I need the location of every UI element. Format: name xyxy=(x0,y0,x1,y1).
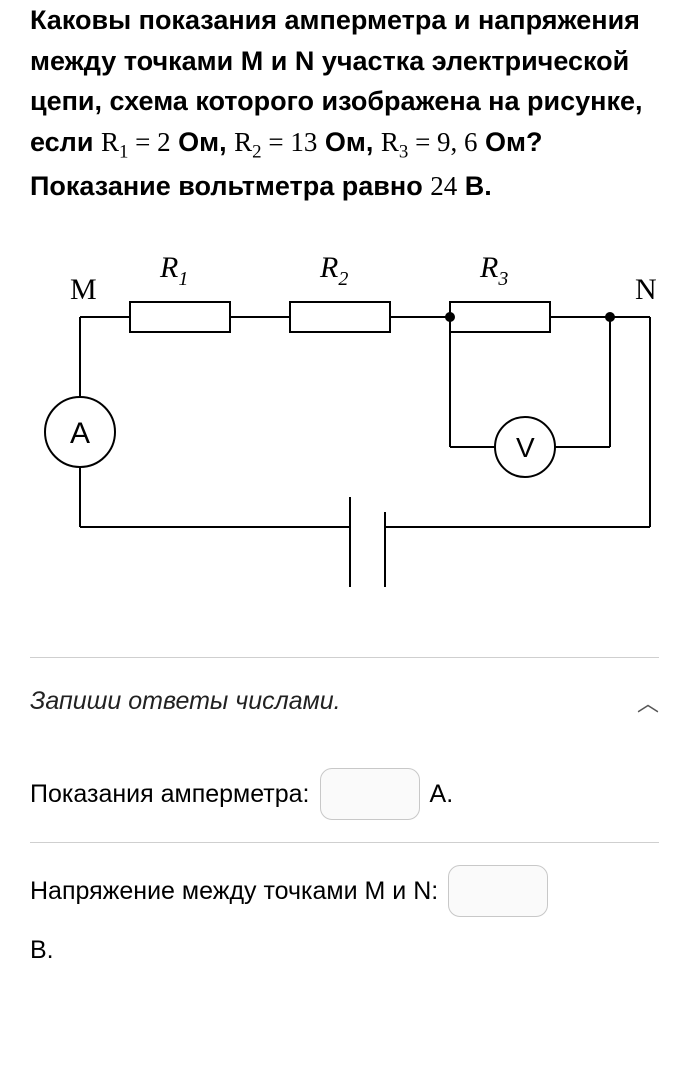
voltage-label-text: Напряжение между точками M и N: xyxy=(30,866,438,916)
svg-text:R1: R1 xyxy=(159,251,188,290)
voltage-input[interactable] xyxy=(448,865,548,917)
answer-voltage-row: Напряжение между точками M и N: В. xyxy=(30,843,659,997)
answer-header[interactable]: Запиши ответы числами. ︿ xyxy=(30,658,659,746)
sep2: , xyxy=(366,127,381,157)
chevron-up-icon: ︿ xyxy=(637,686,659,718)
label-m: M xyxy=(70,273,97,306)
question-text: Каковы показания амперметра и напряжения… xyxy=(30,0,659,207)
voltmeter-label: V xyxy=(516,432,535,463)
circuit-diagram: M N R1 R2 R3 A V xyxy=(30,237,659,617)
r1-expr: R1 = 2 xyxy=(101,127,171,157)
label-r3: R xyxy=(479,251,498,284)
volt-unit: В. xyxy=(457,171,492,201)
voltage-unit: В. xyxy=(30,925,659,975)
label-r3-idx: 3 xyxy=(497,268,508,290)
ammeter-input[interactable] xyxy=(320,768,420,820)
r1-val: = 2 xyxy=(128,127,170,157)
r2-expr: R2 = 13 xyxy=(234,127,317,157)
svg-text:R2: R2 xyxy=(319,251,348,290)
r3-val: = 9, 6 xyxy=(408,127,477,157)
label-r2: R xyxy=(319,251,338,284)
question-part-2: Показание вольтметра равно xyxy=(30,171,430,201)
ammeter-label: A xyxy=(70,417,90,450)
label-r2-idx: 2 xyxy=(338,268,348,290)
r1-idx: 1 xyxy=(119,141,128,162)
r3-unit: Ом? xyxy=(478,127,543,157)
r1-sym: R xyxy=(101,127,119,157)
r3-idx: 3 xyxy=(399,141,408,162)
ammeter-label-text: Показания амперметра: xyxy=(30,769,310,819)
r1-unit: Ом xyxy=(171,127,219,157)
r3-sym: R xyxy=(381,127,399,157)
label-r1-idx: 1 xyxy=(178,268,188,290)
ammeter-unit: А. xyxy=(430,769,454,819)
r2-unit: Ом xyxy=(317,127,365,157)
r2-idx: 2 xyxy=(252,141,261,162)
sep1: , xyxy=(219,127,234,157)
r3-expr: R3 = 9, 6 xyxy=(381,127,478,157)
label-r1: R xyxy=(159,251,178,284)
r2-val: = 13 xyxy=(262,127,318,157)
r2-sym: R xyxy=(234,127,252,157)
instruction-text: Запиши ответы числами. xyxy=(30,687,341,716)
answer-ammeter-row: Показания амперметра: А. xyxy=(30,746,659,842)
svg-text:R3: R3 xyxy=(479,251,508,290)
label-n: N xyxy=(635,273,657,306)
volt-val: 24 xyxy=(430,171,457,201)
